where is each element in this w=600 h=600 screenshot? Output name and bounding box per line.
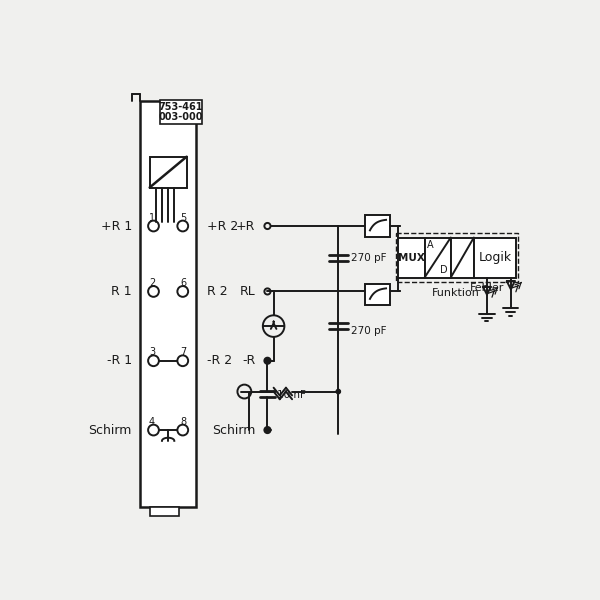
- Polygon shape: [507, 281, 515, 289]
- Text: Logik: Logik: [478, 251, 512, 264]
- Text: 753-461: 753-461: [158, 103, 203, 112]
- Text: Funktion: Funktion: [432, 288, 480, 298]
- Bar: [149, 507, 179, 516]
- Text: Schirm: Schirm: [212, 424, 255, 437]
- Text: 7: 7: [181, 347, 187, 357]
- Text: R 2: R 2: [208, 285, 228, 298]
- Bar: [365, 284, 390, 305]
- Bar: [474, 238, 516, 278]
- Text: 10 nF: 10 nF: [277, 391, 307, 400]
- Text: -R: -R: [242, 354, 255, 367]
- Text: 1: 1: [149, 212, 155, 223]
- Text: 2: 2: [149, 278, 155, 288]
- Circle shape: [336, 389, 340, 394]
- Text: 6: 6: [181, 278, 187, 288]
- Text: 3: 3: [149, 347, 155, 357]
- Polygon shape: [483, 287, 491, 295]
- Text: +R: +R: [236, 220, 255, 232]
- Text: +R 2: +R 2: [208, 220, 239, 232]
- Bar: [398, 238, 425, 278]
- Circle shape: [265, 428, 269, 432]
- Text: D: D: [440, 265, 448, 275]
- Text: 5: 5: [181, 212, 187, 223]
- Bar: [396, 233, 518, 282]
- Text: +R 1: +R 1: [101, 220, 132, 232]
- Text: -R 2: -R 2: [208, 354, 233, 367]
- Bar: [451, 238, 474, 278]
- Text: 270 pF: 270 pF: [350, 253, 386, 263]
- Text: 003-000: 003-000: [158, 112, 203, 122]
- Bar: [160, 100, 202, 124]
- Bar: [140, 101, 196, 507]
- Text: R 1: R 1: [112, 285, 132, 298]
- Text: A: A: [427, 240, 434, 250]
- Circle shape: [265, 359, 269, 363]
- Circle shape: [265, 359, 269, 363]
- Text: -R 1: -R 1: [107, 354, 132, 367]
- Text: 8: 8: [181, 416, 187, 427]
- Text: RL: RL: [239, 285, 255, 298]
- Bar: [425, 238, 451, 278]
- Text: MUX: MUX: [398, 253, 425, 263]
- Text: Fehler: Fehler: [469, 283, 504, 293]
- Text: 270 pF: 270 pF: [350, 326, 386, 336]
- Text: 4: 4: [149, 416, 155, 427]
- Bar: [365, 215, 390, 237]
- Bar: [149, 157, 187, 187]
- Text: Schirm: Schirm: [89, 424, 132, 437]
